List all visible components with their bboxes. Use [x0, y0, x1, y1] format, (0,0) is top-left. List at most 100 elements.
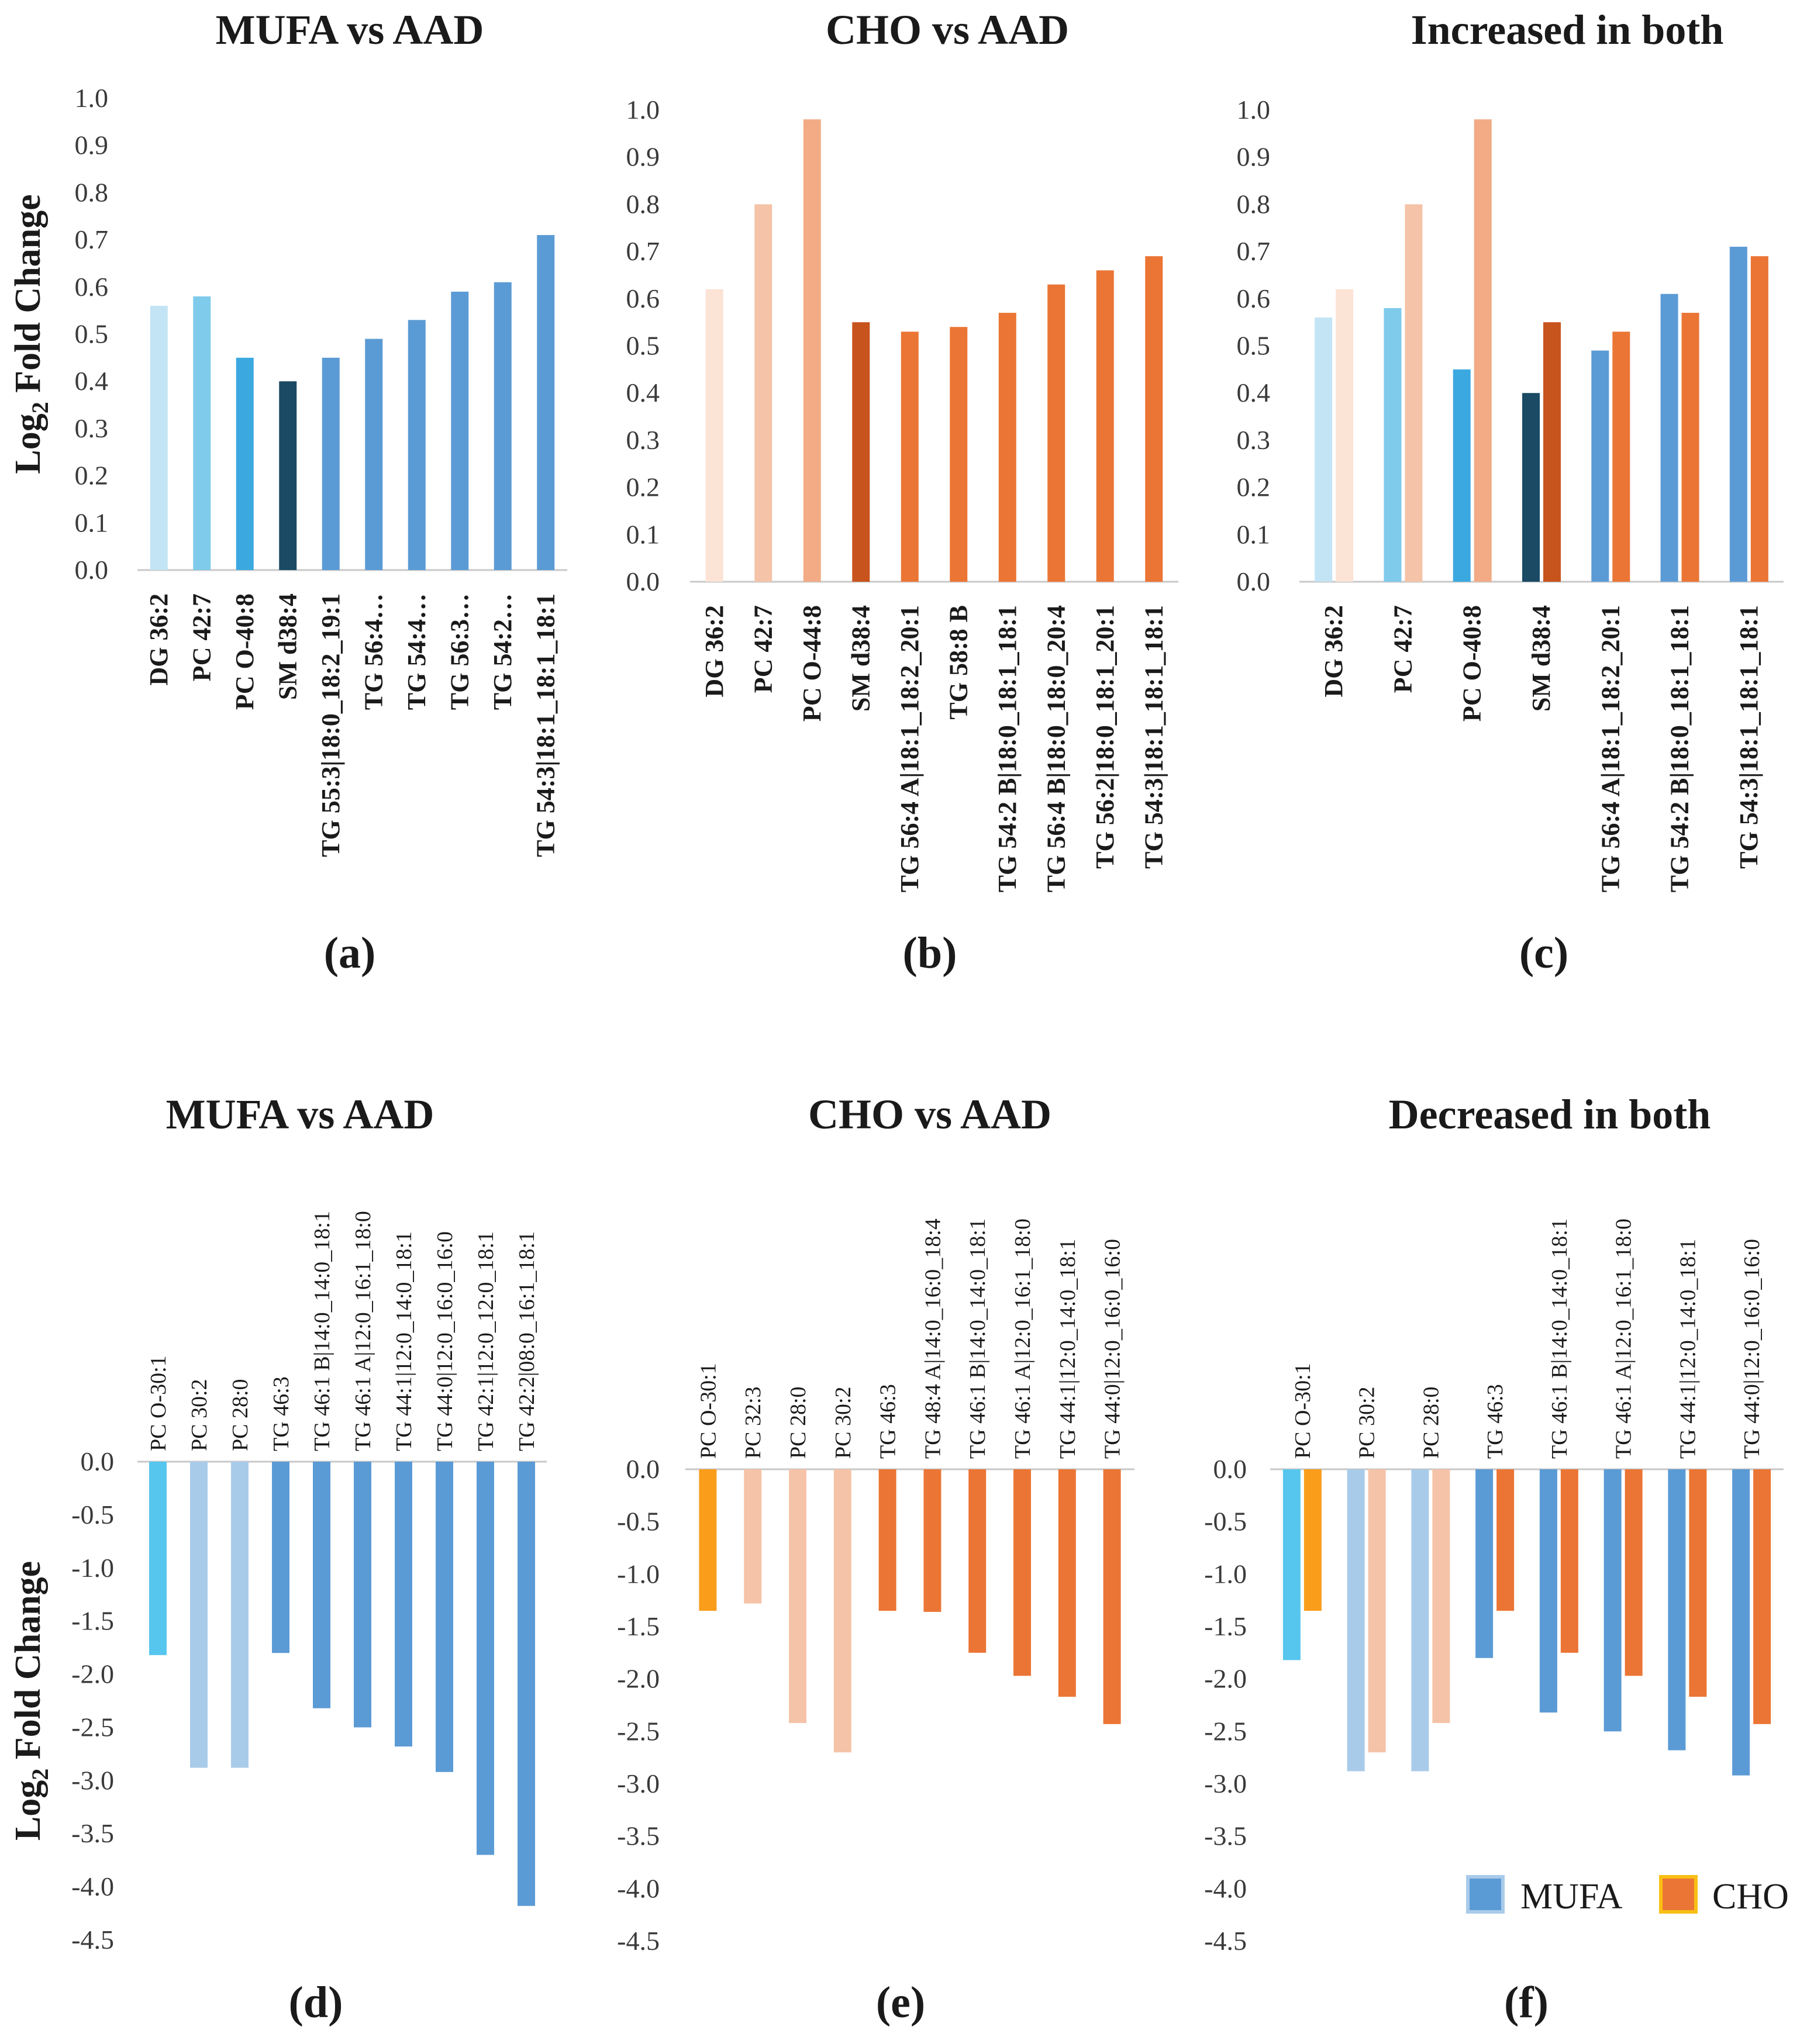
y-axis-title: Log2 Fold Change — [8, 1561, 53, 1841]
category-label: TG 46:1 A|12:0_16:1_18:0 — [1011, 1218, 1035, 1459]
y-tick-label: 0.9 — [1237, 142, 1271, 172]
y-tick-label: -1.0 — [71, 1553, 114, 1583]
category-label: PC 30:2 — [831, 1386, 856, 1459]
bar-mufa-a — [494, 282, 512, 570]
bar-cho-b — [705, 289, 723, 582]
category-label: PC 28:0 — [1419, 1386, 1443, 1459]
category-label: TG 46:3 — [876, 1384, 901, 1459]
y-tick-label: 0.8 — [75, 177, 109, 207]
y-tick-label: -3.5 — [1204, 1821, 1247, 1851]
bar-mufa-d — [518, 1462, 535, 1906]
category-label: PC O-44:8 — [798, 605, 826, 721]
bar-mufa-f — [1539, 1469, 1557, 1713]
category-label: TG 46:1 B|14:0_14:0_18:1 — [965, 1218, 990, 1459]
bar-cho-c — [1405, 204, 1423, 582]
category-label: PC O-30:1 — [1291, 1363, 1315, 1459]
category-label: TG 56:2|18:0_18:1_20:1 — [1091, 605, 1119, 869]
bar-cho-b — [803, 119, 821, 582]
bar-cho-b — [1096, 270, 1114, 582]
y-tick-label: 0.2 — [1237, 472, 1271, 502]
bar-cho-c — [1681, 313, 1699, 582]
y-tick-label: -3.0 — [1204, 1769, 1247, 1798]
y-tick-label: 0.0 — [1237, 567, 1271, 596]
y-tick-label: -1.0 — [1204, 1559, 1247, 1589]
y-tick-label: -1.5 — [617, 1611, 660, 1641]
bar-mufa-f — [1282, 1469, 1301, 1660]
bar-mufa-d — [231, 1462, 249, 1768]
bar-mufa-f — [1347, 1469, 1365, 1772]
legend-label-mufa: MUFA — [1520, 1877, 1623, 1917]
bar-mufa-c — [1453, 369, 1471, 582]
panel-label-a: (a) — [324, 928, 376, 978]
y-tick-label: 0.3 — [1237, 425, 1271, 455]
category-label: PC 42:7 — [749, 605, 777, 693]
panel-label-f: (f) — [1504, 1978, 1549, 2027]
y-tick-label: -4.5 — [1204, 1926, 1247, 1956]
y-axis-title: Log2 Fold Change — [8, 194, 53, 474]
y-tick-label: -3.0 — [617, 1769, 660, 1798]
y-tick-label: -2.0 — [617, 1664, 660, 1694]
category-label: TG 44:1|12:0_14:0_18:1 — [1675, 1239, 1700, 1459]
category-label: TG 46:1 B|14:0_14:0_18:1 — [310, 1211, 334, 1451]
category-label: TG 56:3… — [445, 593, 474, 710]
y-tick-label: 0.3 — [75, 413, 109, 443]
category-label: DG 36:2 — [1319, 605, 1348, 698]
bar-mufa-a — [193, 296, 211, 570]
y-tick-label: -2.5 — [71, 1712, 114, 1742]
bar-mufa-c — [1729, 247, 1747, 582]
bar-cho-b — [754, 204, 773, 582]
legend-swatch-mufa — [1466, 1875, 1505, 1914]
category-label: TG 54:2… — [488, 593, 517, 710]
bar-cho-e — [789, 1469, 806, 1723]
y-tick-label: 0.0 — [75, 555, 109, 585]
category-label: TG 56:4 A|18:1_18:2_20:1 — [1596, 605, 1625, 892]
category-label: TG 56:4 A|18:1_18:2_20:1 — [895, 605, 924, 892]
y-tick-label: -0.5 — [1204, 1507, 1247, 1537]
bar-mufa-a — [150, 306, 168, 570]
y-tick-label: -1.0 — [617, 1559, 660, 1589]
bar-cho-e — [1103, 1469, 1121, 1724]
bar-cho-f — [1753, 1469, 1771, 1724]
y-tick-label: 0.1 — [626, 519, 660, 549]
panel-label-c: (c) — [1519, 928, 1568, 978]
bar-mufa-f — [1668, 1469, 1686, 1750]
category-label: PC 42:7 — [187, 593, 216, 681]
y-tick-label: 0.0 — [626, 567, 660, 596]
y-tick-label: 0.9 — [626, 142, 660, 172]
y-tick-label: 0.7 — [626, 236, 660, 266]
y-tick-label: -4.0 — [617, 1873, 660, 1903]
bar-mufa-c — [1660, 294, 1678, 582]
y-tick-label: 0.8 — [626, 189, 660, 219]
category-label: PC 28:0 — [786, 1386, 811, 1459]
category-label: PC O-40:8 — [1458, 605, 1487, 721]
category-label: TG 46:1 B|14:0_14:0_18:1 — [1547, 1218, 1572, 1459]
y-tick-label: 0.6 — [75, 272, 109, 302]
y-tick-label: -4.5 — [71, 1925, 114, 1955]
bar-mufa-d — [477, 1462, 494, 1855]
bar-mufa-c — [1384, 308, 1402, 582]
bar-cho-b — [852, 322, 870, 582]
bar-mufa-d — [190, 1462, 208, 1768]
category-label: SM d38:4 — [1527, 605, 1556, 712]
bar-cho-e — [1058, 1469, 1076, 1697]
bar-cho-f — [1496, 1469, 1515, 1611]
y-tick-label: -1.5 — [71, 1606, 114, 1636]
y-tick-label: 0.6 — [1237, 284, 1271, 313]
bar-cho-f — [1368, 1469, 1386, 1753]
category-label: TG 44:0|12:0_16:0_16:0 — [1740, 1239, 1764, 1459]
bar-cho-f — [1303, 1469, 1322, 1611]
bar-cho-b — [901, 332, 919, 582]
category-label: TG 46:3 — [269, 1376, 294, 1451]
bar-mufa-c — [1591, 350, 1609, 582]
bar-cho-c — [1750, 256, 1768, 582]
y-tick-label: 0.0 — [1213, 1454, 1247, 1484]
y-tick-label: 1.0 — [75, 83, 109, 113]
bar-cho-c — [1543, 322, 1561, 582]
category-label: SM d38:4 — [846, 605, 875, 712]
bar-cho-f — [1560, 1469, 1578, 1653]
bar-cho-c — [1612, 332, 1630, 582]
panel-label-d: (d) — [289, 1978, 343, 2027]
category-label: SM d38:4 — [273, 593, 302, 700]
category-label: PC 28:0 — [228, 1379, 253, 1451]
